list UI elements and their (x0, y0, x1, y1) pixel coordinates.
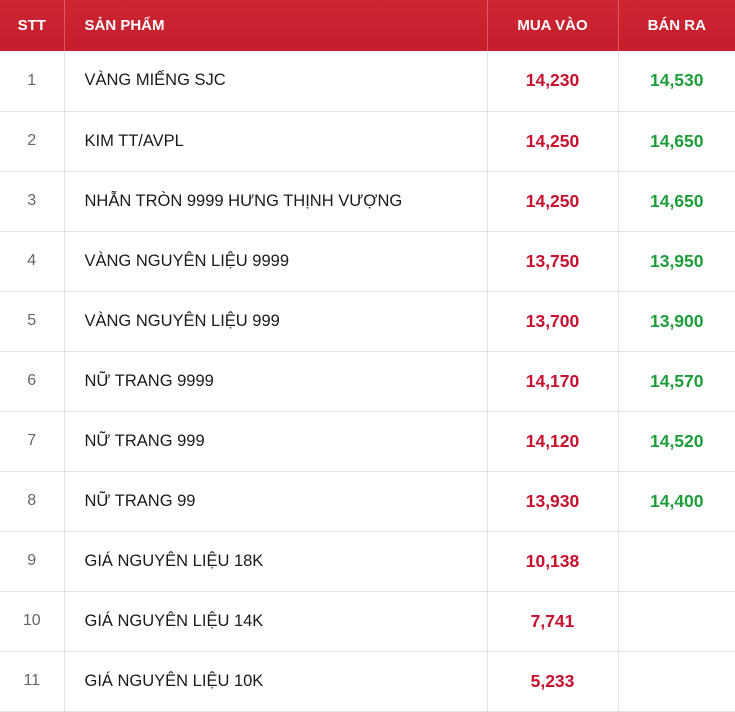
row-buy-price: 7,741 (487, 591, 619, 652)
row-sell-price (618, 531, 735, 592)
row-product: KIM TT/AVPL (64, 111, 488, 172)
table-row: 1 VÀNG MIẾNG SJC 14,230 14,530 (0, 51, 735, 112)
row-product: NHẪN TRÒN 9999 HƯNG THỊNH VƯỢNG (64, 171, 488, 232)
row-stt: 3 (0, 171, 65, 232)
header-stt: STT (0, 0, 65, 51)
row-product: VÀNG NGUYÊN LIỆU 999 (64, 291, 488, 352)
row-product: NỮ TRANG 999 (64, 411, 488, 472)
row-buy-price: 14,250 (487, 111, 619, 172)
row-buy-price: 13,930 (487, 471, 619, 532)
row-buy-price: 5,233 (487, 651, 619, 712)
table-row: 4 VÀNG NGUYÊN LIỆU 9999 13,750 13,950 (0, 231, 735, 292)
row-stt: 7 (0, 411, 65, 472)
row-sell-price: 13,950 (618, 231, 735, 292)
row-sell-price (618, 591, 735, 652)
row-sell-price: 14,650 (618, 111, 735, 172)
table-row: 7 NỮ TRANG 999 14,120 14,520 (0, 411, 735, 472)
row-buy-price: 14,250 (487, 171, 619, 232)
row-product: GIÁ NGUYÊN LIỆU 18K (64, 531, 488, 592)
row-sell-price: 14,650 (618, 171, 735, 232)
table-row: 8 NỮ TRANG 99 13,930 14,400 (0, 471, 735, 532)
row-stt: 9 (0, 531, 65, 592)
row-buy-price: 13,750 (487, 231, 619, 292)
row-stt: 2 (0, 111, 65, 172)
table-row: 11 GIÁ NGUYÊN LIỆU 10K 5,233 (0, 651, 735, 712)
row-product: VÀNG NGUYÊN LIỆU 9999 (64, 231, 488, 292)
row-buy-price: 13,700 (487, 291, 619, 352)
table-row: 2 KIM TT/AVPL 14,250 14,650 (0, 111, 735, 172)
row-stt: 5 (0, 291, 65, 352)
row-product: NỮ TRANG 9999 (64, 351, 488, 412)
header-product: SẢN PHẨM (64, 0, 488, 51)
row-product: GIÁ NGUYÊN LIỆU 10K (64, 651, 488, 712)
table-row: 10 GIÁ NGUYÊN LIỆU 14K 7,741 (0, 591, 735, 652)
row-sell-price: 14,570 (618, 351, 735, 412)
row-product: VÀNG MIẾNG SJC (64, 51, 488, 112)
row-product: NỮ TRANG 99 (64, 471, 488, 532)
row-sell-price: 14,530 (618, 51, 735, 112)
row-stt: 4 (0, 231, 65, 292)
row-stt: 1 (0, 51, 65, 112)
row-buy-price: 10,138 (487, 531, 619, 592)
table-row: 6 NỮ TRANG 9999 14,170 14,570 (0, 351, 735, 412)
table-row: 9 GIÁ NGUYÊN LIỆU 18K 10,138 (0, 531, 735, 592)
row-sell-price: 14,520 (618, 411, 735, 472)
header-row: STT SẢN PHẨM MUA VÀO BÁN RA (0, 0, 735, 51)
row-sell-price (618, 651, 735, 712)
row-stt: 8 (0, 471, 65, 532)
table-body: 1 VÀNG MIẾNG SJC 14,230 14,530 2 KIM TT/… (0, 51, 735, 712)
header-buy: MUA VÀO (487, 0, 619, 51)
row-buy-price: 14,170 (487, 351, 619, 412)
header-sell: BÁN RA (647, 17, 706, 34)
row-stt: 10 (0, 591, 65, 652)
row-stt: 6 (0, 351, 65, 412)
row-stt: 11 (0, 651, 65, 712)
row-buy-price: 14,230 (487, 51, 619, 112)
table-header: STT SẢN PHẨM MUA VÀO BÁN RA (0, 0, 735, 51)
table-row: 5 VÀNG NGUYÊN LIỆU 999 13,700 13,900 (0, 291, 735, 352)
row-sell-price: 14,400 (618, 471, 735, 532)
table-row: 3 NHẪN TRÒN 9999 HƯNG THỊNH VƯỢNG 14,250… (0, 171, 735, 232)
row-product: GIÁ NGUYÊN LIỆU 14K (64, 591, 488, 652)
row-buy-price: 14,120 (487, 411, 619, 472)
row-sell-price: 13,900 (618, 291, 735, 352)
